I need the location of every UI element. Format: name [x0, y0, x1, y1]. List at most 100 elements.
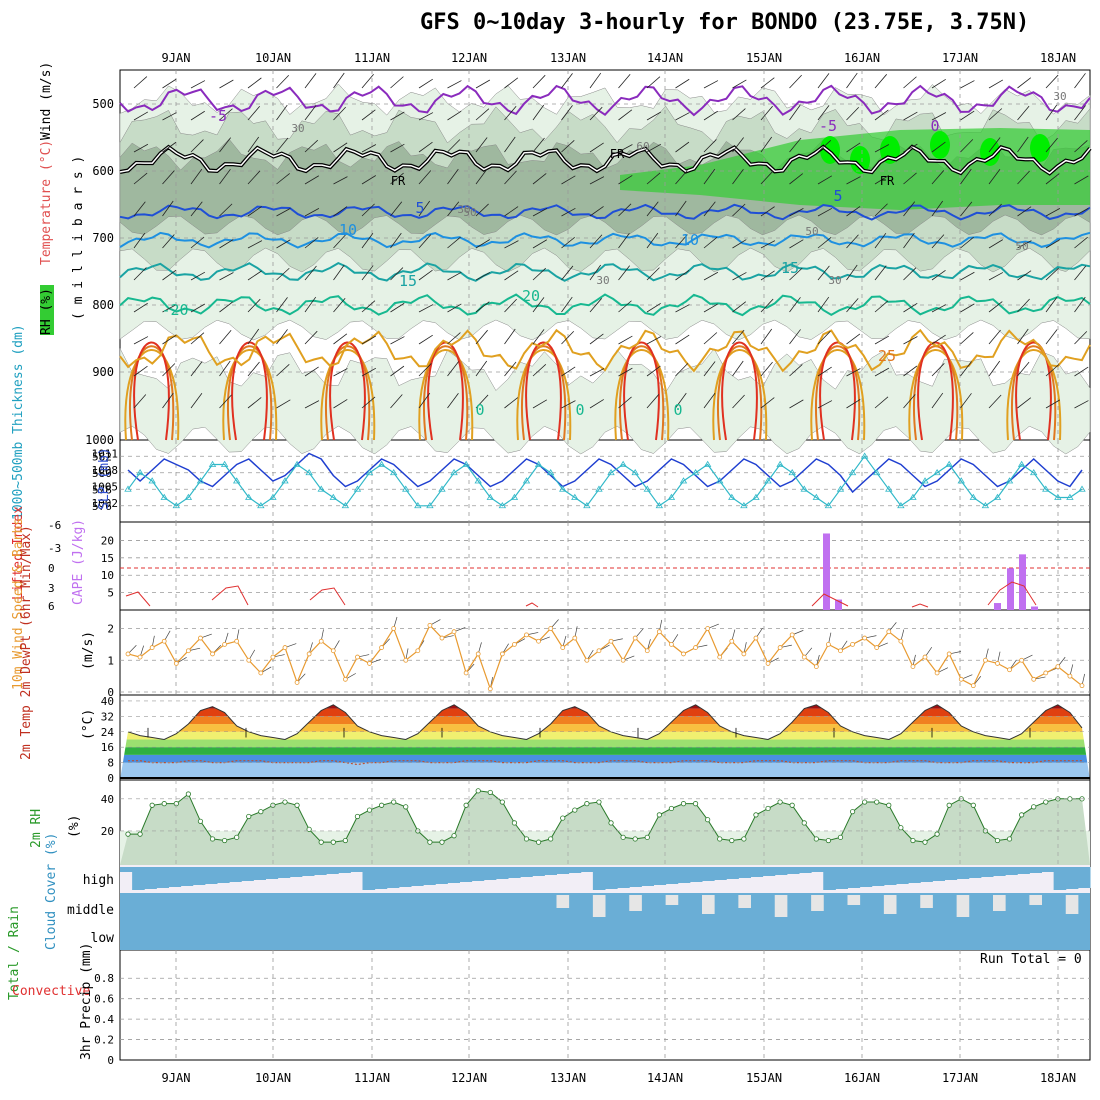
- contour-label: -5: [819, 117, 837, 135]
- wind-barb: [276, 173, 290, 185]
- wind-barb: [304, 265, 317, 281]
- wind-barb: [475, 108, 490, 121]
- wind-barb: [1045, 267, 1059, 281]
- rh2m-marker: [717, 836, 723, 842]
- thickness-marker: [281, 477, 289, 484]
- thickness-marker: [667, 493, 676, 500]
- wind-speed-marker: [850, 641, 855, 647]
- rh2m-marker: [487, 789, 493, 796]
- cloud-high-bar: [471, 867, 485, 881]
- wind-barb: [190, 236, 205, 249]
- cape-bar: [823, 533, 830, 610]
- wind-barb: [219, 272, 234, 281]
- wind-speed-marker: [270, 654, 276, 660]
- wind-barb: [874, 396, 889, 409]
- wind-barb: [703, 139, 717, 153]
- cape-bar: [1019, 554, 1026, 610]
- wind-barb: [874, 232, 887, 249]
- wind-barb: [390, 111, 405, 121]
- wind-barb: [1074, 296, 1086, 313]
- wind-barb: [789, 104, 801, 121]
- wind-barb: [361, 73, 374, 89]
- wind-barb: [561, 366, 576, 377]
- wind-barb: [988, 394, 1002, 409]
- wind-barb: [1017, 270, 1032, 281]
- date-label-bottom: 18JAN: [1040, 1071, 1076, 1085]
- slp-tick-label: 1005: [92, 481, 119, 494]
- wind-barb: [361, 109, 376, 121]
- wind-speed-marker: [620, 657, 626, 663]
- thickness-marker: [776, 460, 784, 467]
- cloud-high-bar: [520, 867, 533, 877]
- wind-speed-marker: [427, 622, 433, 628]
- freezing-label: FR: [610, 147, 625, 161]
- wind-speed-marker: [572, 635, 578, 641]
- wind-speed-marker: [463, 670, 469, 676]
- rh2m-marker: [258, 809, 264, 815]
- lifted-index-line: [525, 602, 539, 608]
- wind-barb: [418, 141, 433, 153]
- wind-barb: [646, 267, 660, 281]
- wind-barb: [504, 298, 517, 313]
- wind-barb: [247, 397, 262, 409]
- wind-barb: [1045, 399, 1061, 409]
- wind-barb: [874, 144, 890, 153]
- wind-speed-marker: [536, 638, 541, 644]
- rh2m-marker: [813, 836, 819, 842]
- cloud-high-bar: [653, 867, 667, 885]
- wind-barb: [817, 236, 832, 249]
- wind-speed-marker: [548, 626, 554, 631]
- freezing-label: FR: [880, 174, 895, 188]
- wind-speed-marker: [826, 641, 831, 647]
- wind-barb: [475, 329, 488, 345]
- thickness-marker: [836, 485, 845, 492]
- wind-barb: [162, 392, 174, 409]
- slp-tick-label: 1002: [92, 497, 119, 510]
- wind-speed-marker: [330, 648, 336, 654]
- wind-barb: [219, 108, 233, 121]
- cloud-level-label: low: [91, 931, 115, 946]
- wind-barb: [817, 296, 830, 313]
- pressure-tick-label: 600: [92, 164, 114, 178]
- wind-barb: [532, 74, 546, 89]
- wind-barb: [988, 239, 1004, 249]
- wind-barb: [504, 397, 519, 409]
- contour-label: -20: [161, 301, 188, 319]
- cloud-high-bar: [847, 867, 861, 888]
- wind-barb: [418, 334, 433, 345]
- cloud-high-bar: [132, 867, 145, 890]
- thickness-marker: [124, 485, 132, 492]
- temp-contour-lobe: [913, 345, 959, 441]
- wind-speed-marker: [210, 651, 215, 657]
- thickness-marker: [812, 493, 821, 500]
- wind-barb: [960, 168, 972, 185]
- wind-speed-marker: [584, 657, 590, 663]
- wind-barb: [475, 272, 491, 281]
- wind-barb: [903, 76, 917, 89]
- thickness-marker: [353, 485, 362, 492]
- cloud-high-bar: [714, 867, 727, 880]
- wind-barb: [931, 141, 946, 153]
- thickness-marker: [522, 477, 531, 484]
- contour-label: 15: [781, 259, 799, 277]
- temp-color-band: [120, 754, 1090, 763]
- rh-bright-cell: [930, 131, 950, 159]
- rh2m-marker: [294, 802, 300, 808]
- wind-barb: [333, 176, 348, 185]
- wind-barb: [532, 399, 548, 409]
- wind-barb: [760, 397, 775, 409]
- wind-barb: [760, 136, 773, 153]
- rh2m-marker: [898, 825, 904, 831]
- wind-barb: [760, 328, 773, 345]
- thickness-marker: [824, 501, 833, 509]
- wind-barb: [675, 170, 688, 185]
- chart-title: GFS 0~10day 3-hourly for BONDO (23.75E, …: [420, 10, 1030, 35]
- wind-barb: [219, 394, 232, 409]
- rh-contour-label: 30: [291, 122, 304, 135]
- cloud-high-bar: [1005, 867, 1018, 875]
- cloud-mid-gap: [811, 895, 824, 911]
- thickness-marker: [474, 477, 482, 484]
- wind-speed-marker: [838, 648, 843, 654]
- thickness-marker: [426, 501, 434, 509]
- wind-barb: [390, 76, 404, 89]
